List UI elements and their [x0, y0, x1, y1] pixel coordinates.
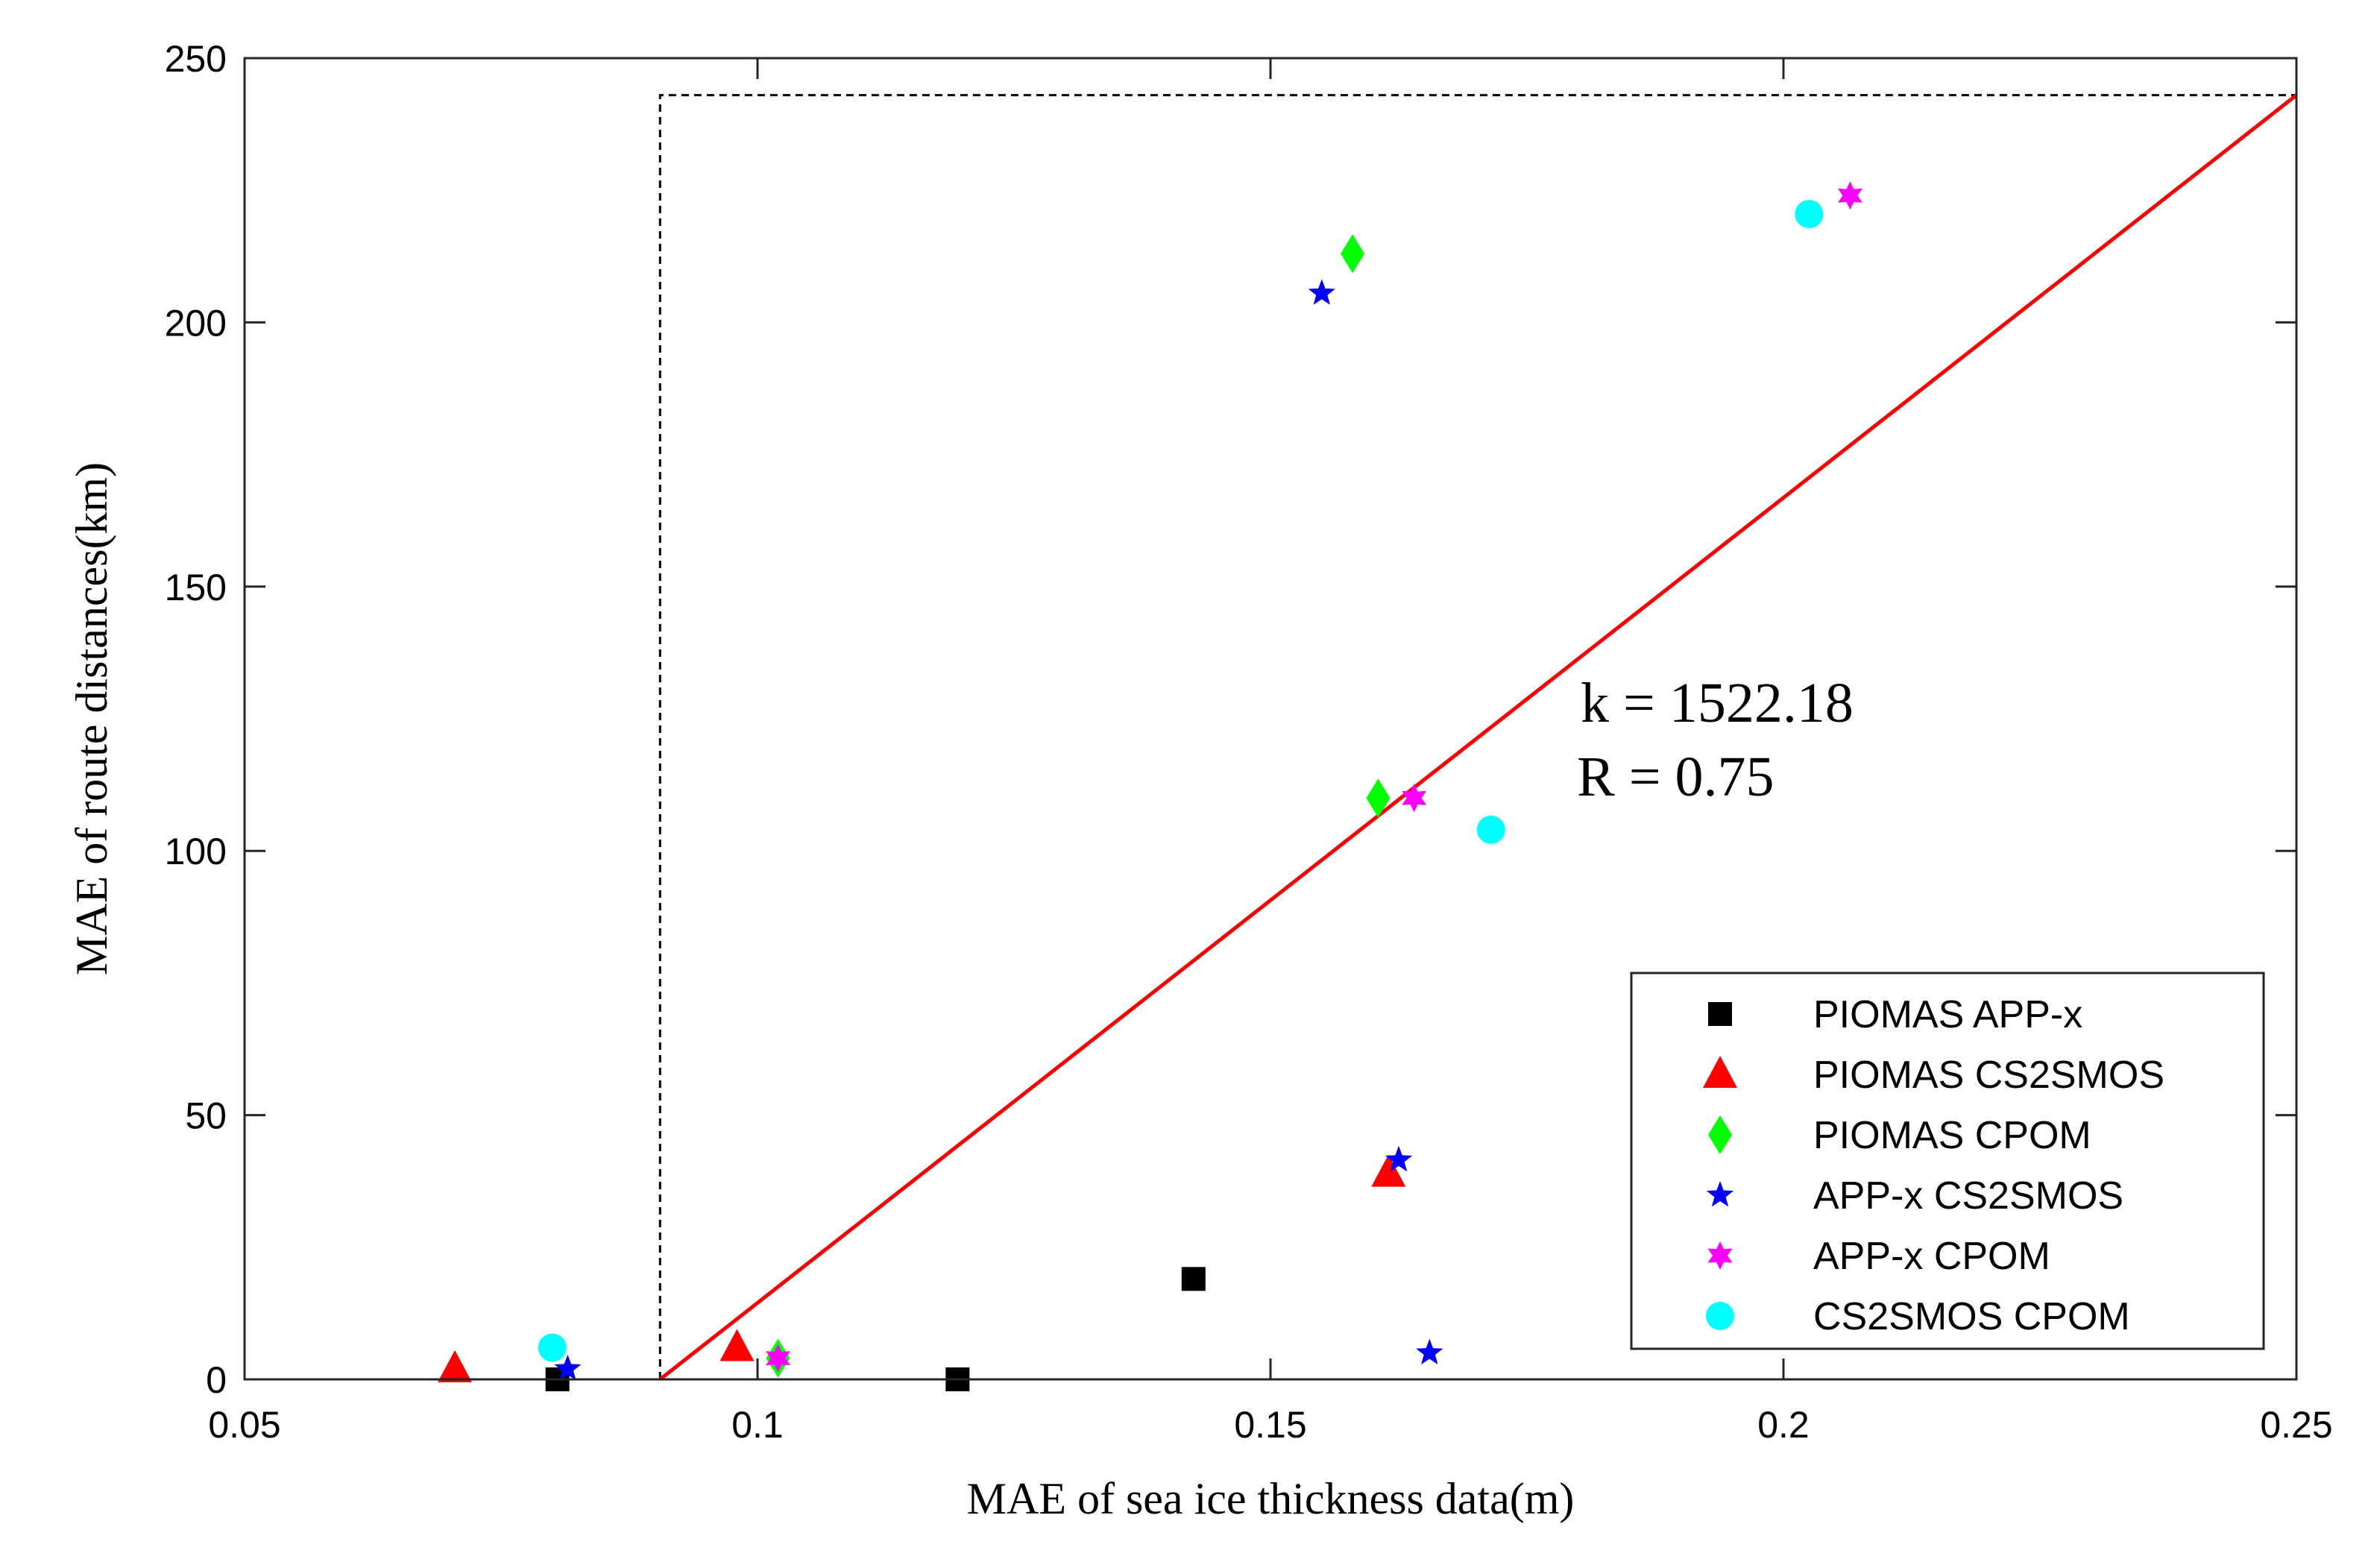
y-axis-title: MAE of route distances(km): [67, 462, 116, 975]
data-point-s4-p1: [1402, 784, 1427, 813]
legend-label-appx-cpom: APP-x CPOM: [1813, 1235, 2050, 1278]
legend-marker-0: [1708, 1002, 1732, 1026]
y-tick-label: 0: [206, 1359, 227, 1401]
fit-line: [658, 93, 2298, 1381]
legend-label-appx-cs2smos: APP-x CS2SMOS: [1813, 1174, 2123, 1218]
data-point-s1-p1: [719, 1329, 755, 1361]
data-point-s2-p2: [1341, 234, 1365, 274]
x-tick-label: 0.2: [1757, 1404, 1810, 1446]
x-tick-label: 0.25: [2260, 1404, 2332, 1446]
x-tick-label: 0.05: [208, 1404, 280, 1446]
data-point-s1-p2: [1371, 1154, 1406, 1187]
y-tick-label: 150: [165, 567, 227, 608]
y-tick-label: 200: [165, 302, 227, 344]
data-point-s5-p1: [1476, 815, 1505, 844]
reference-dashed-box: [658, 94, 2296, 1379]
x-tick-label: 0.15: [1234, 1404, 1306, 1446]
data-point-s2-p1: [1366, 778, 1391, 818]
legend-label-piomas-appx: PIOMAS APP-x: [1813, 993, 2082, 1036]
legend-label-cs2smos-cpom: CS2SMOS CPOM: [1813, 1295, 2130, 1338]
legend-marker-2: [1708, 1115, 1732, 1154]
x-tick-label: 0.1: [731, 1404, 784, 1446]
fit-annotation-slope: k = 1522.18: [1581, 672, 1854, 734]
legend-marker-1: [1703, 1056, 1737, 1088]
x-axis-title: MAE of sea ice thickness data(m): [967, 1474, 1575, 1523]
legend-marker-5: [1706, 1302, 1734, 1330]
data-point-s0-p2: [1181, 1267, 1206, 1291]
data-point-s5-p0: [538, 1333, 567, 1362]
y-tick-label: 50: [185, 1095, 227, 1137]
legend-marker-4: [1707, 1241, 1733, 1270]
y-tick-label: 250: [165, 38, 227, 80]
x-axis-ticks: 0.05 0.1 0.15 0.2 0.25: [208, 58, 2333, 1446]
y-tick-label: 100: [165, 831, 227, 872]
data-point-s3-p3: [1308, 279, 1335, 305]
data-point-s4-p0: [766, 1344, 790, 1373]
legend-box: [1630, 972, 2265, 1350]
fit-annotation-correlation: R = 0.75: [1577, 746, 1775, 808]
y-axis-ticks: 0 50 100 150 200 250: [165, 38, 2296, 1401]
data-point-s3-p1: [1385, 1145, 1413, 1172]
legend-markers: [1703, 1002, 1737, 1330]
data-point-s1-p0: [438, 1350, 473, 1382]
legend-label-piomas-cs2smos: PIOMAS CS2SMOS: [1813, 1054, 2164, 1097]
legend-marker-3: [1706, 1181, 1734, 1207]
data-point-s3-p0: [554, 1354, 582, 1381]
data-point-s4-p2: [1838, 181, 1862, 210]
data-point-s5-p2: [1795, 200, 1824, 229]
data-point-s3-p2: [1416, 1338, 1443, 1364]
legend: PIOMAS APP-x PIOMAS CS2SMOS PIOMAS CPOM …: [1630, 972, 2265, 1350]
legend-label-piomas-cpom: PIOMAS CPOM: [1813, 1114, 2091, 1157]
